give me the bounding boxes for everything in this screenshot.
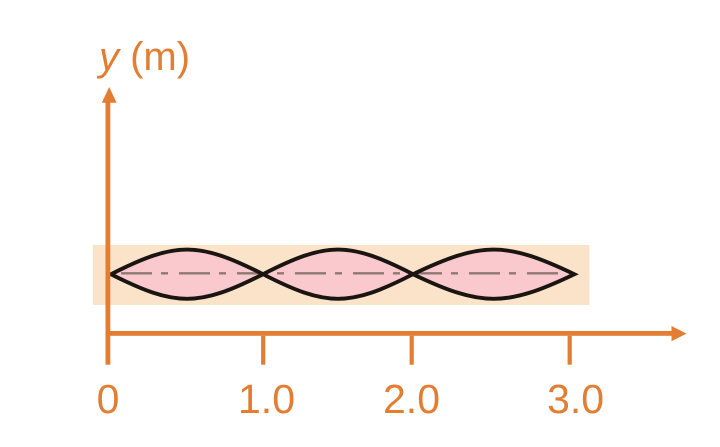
svg-text:1.0: 1.0: [238, 376, 295, 422]
svg-text:3.0: 3.0: [547, 376, 604, 422]
svg-text:2.0: 2.0: [383, 376, 440, 422]
svg-text:y (m): y (m): [96, 35, 190, 79]
svg-text:0: 0: [97, 376, 120, 422]
